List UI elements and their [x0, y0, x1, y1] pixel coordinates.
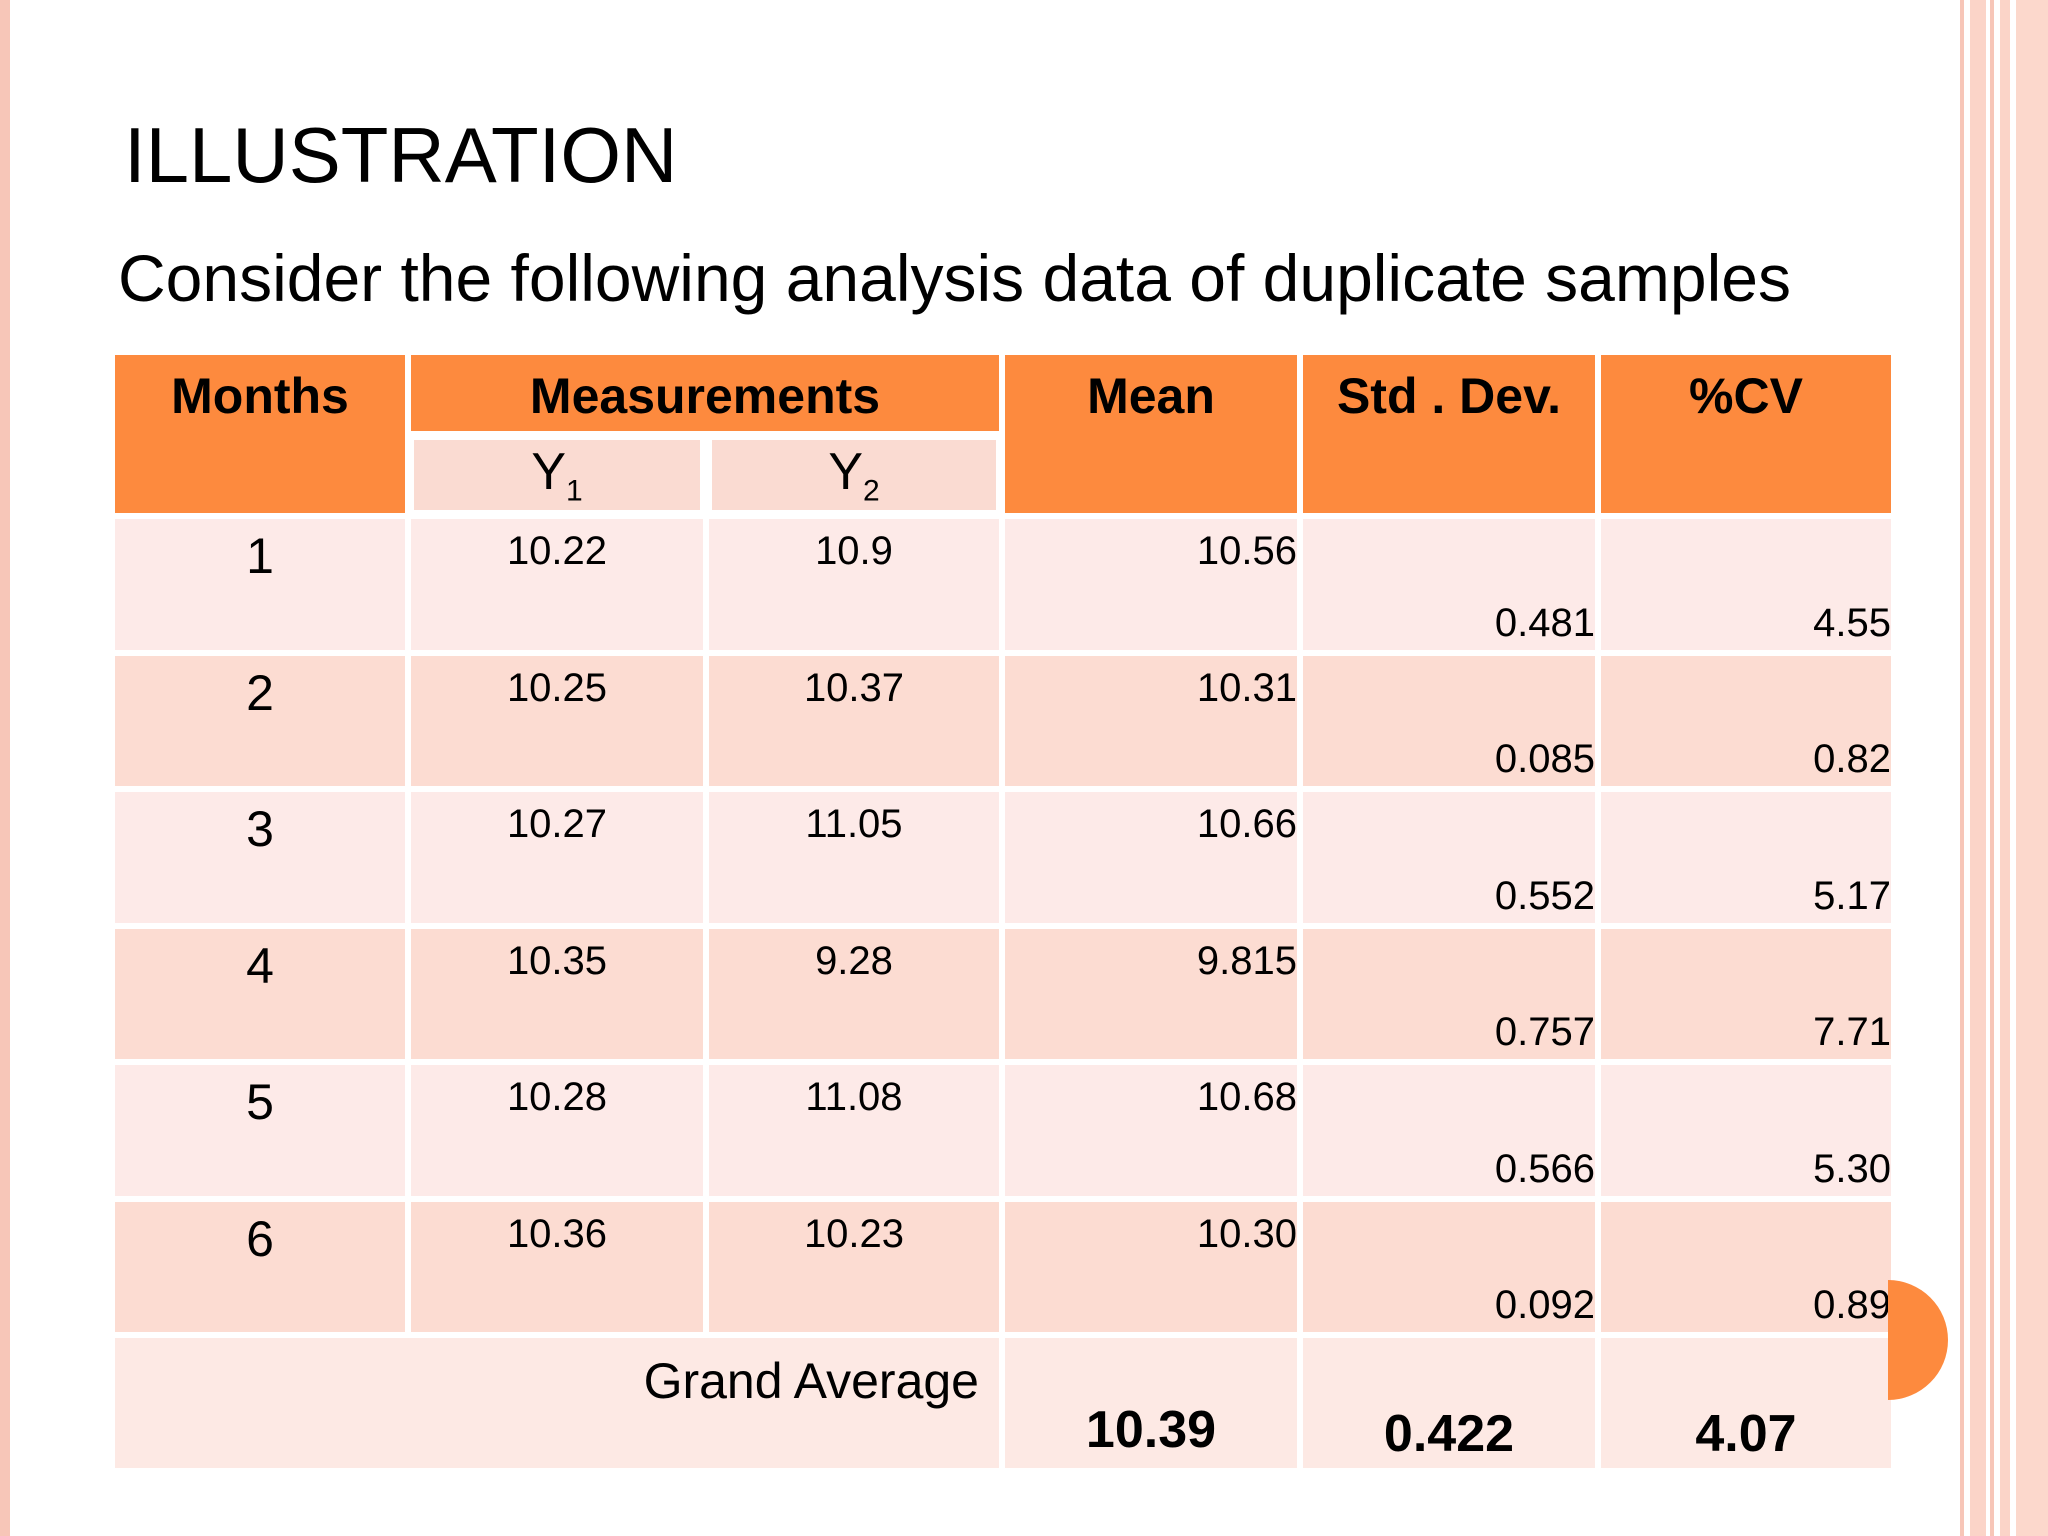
cell-month: 1	[112, 516, 408, 653]
header-y2: Y2	[706, 434, 1002, 516]
table-row: 2 10.25 10.37 10.31 0.085 0.82	[112, 653, 1894, 789]
cell-std-dev: 0.092	[1300, 1199, 1598, 1335]
slide-subtitle: Consider the following analysis data of …	[118, 241, 1791, 315]
cell-month: 2	[112, 653, 408, 789]
table-row: 3 10.27 11.05 10.66 0.552 5.17	[112, 789, 1894, 926]
cell-y1: 10.27	[408, 789, 706, 926]
cell-y2: 10.37	[706, 653, 1002, 789]
header-std-dev: Std . Dev.	[1300, 352, 1598, 516]
slide-border-right	[1960, 0, 2048, 1536]
cell-y2: 10.9	[706, 516, 1002, 653]
table-row: 1 10.22 10.9 10.56 0.481 4.55	[112, 516, 1894, 653]
cell-mean: 10.66	[1002, 789, 1300, 926]
grand-average-mean: 10.39	[1002, 1335, 1300, 1471]
cell-cv: 7.71	[1598, 926, 1894, 1062]
header-measurements: Measurements	[408, 352, 1002, 434]
header-months: Months	[112, 352, 408, 516]
table-row: 4 10.35 9.28 9.815 0.757 7.71	[112, 926, 1894, 1062]
grand-average-row: Grand Average 10.39 0.422 4.07	[112, 1335, 1894, 1471]
cell-std-dev: 0.757	[1300, 926, 1598, 1062]
header-mean: Mean	[1002, 352, 1300, 516]
cell-y2: 11.08	[706, 1062, 1002, 1199]
cell-mean: 10.56	[1002, 516, 1300, 653]
grand-average-std-dev: 0.422	[1300, 1335, 1598, 1471]
cell-cv: 0.82	[1598, 653, 1894, 789]
cell-y1: 10.35	[408, 926, 706, 1062]
cell-mean: 10.31	[1002, 653, 1300, 789]
cell-cv: 0.89	[1598, 1199, 1894, 1335]
cell-y1: 10.36	[408, 1199, 706, 1335]
cell-y1: 10.25	[408, 653, 706, 789]
grand-average-label: Grand Average	[112, 1335, 1002, 1471]
analysis-data-table: Months Measurements Mean Std . Dev. %CV …	[112, 352, 1894, 1471]
cell-mean: 10.68	[1002, 1062, 1300, 1199]
cell-mean: 10.30	[1002, 1199, 1300, 1335]
cell-month: 3	[112, 789, 408, 926]
cell-y1: 10.28	[408, 1062, 706, 1199]
table-row: 5 10.28 11.08 10.68 0.566 5.30	[112, 1062, 1894, 1199]
cell-y2: 11.05	[706, 789, 1002, 926]
cell-y1: 10.22	[408, 516, 706, 653]
cell-std-dev: 0.085	[1300, 653, 1598, 789]
decorative-orange-circle	[1888, 1280, 1948, 1400]
table-row: 6 10.36 10.23 10.30 0.092 0.89	[112, 1199, 1894, 1335]
slide-border-left	[0, 0, 10, 1536]
cell-std-dev: 0.566	[1300, 1062, 1598, 1199]
cell-std-dev: 0.481	[1300, 516, 1598, 653]
cell-cv: 5.17	[1598, 789, 1894, 926]
header-cv: %CV	[1598, 352, 1894, 516]
slide-title: ILLUSTRATION	[124, 111, 678, 199]
cell-y2: 10.23	[706, 1199, 1002, 1335]
header-y1: Y1	[408, 434, 706, 516]
cell-std-dev: 0.552	[1300, 789, 1598, 926]
grand-average-cv: 4.07	[1598, 1335, 1894, 1471]
cell-mean: 9.815	[1002, 926, 1300, 1062]
cell-month: 4	[112, 926, 408, 1062]
cell-month: 5	[112, 1062, 408, 1199]
cell-month: 6	[112, 1199, 408, 1335]
cell-cv: 4.55	[1598, 516, 1894, 653]
cell-cv: 5.30	[1598, 1062, 1894, 1199]
cell-y2: 9.28	[706, 926, 1002, 1062]
